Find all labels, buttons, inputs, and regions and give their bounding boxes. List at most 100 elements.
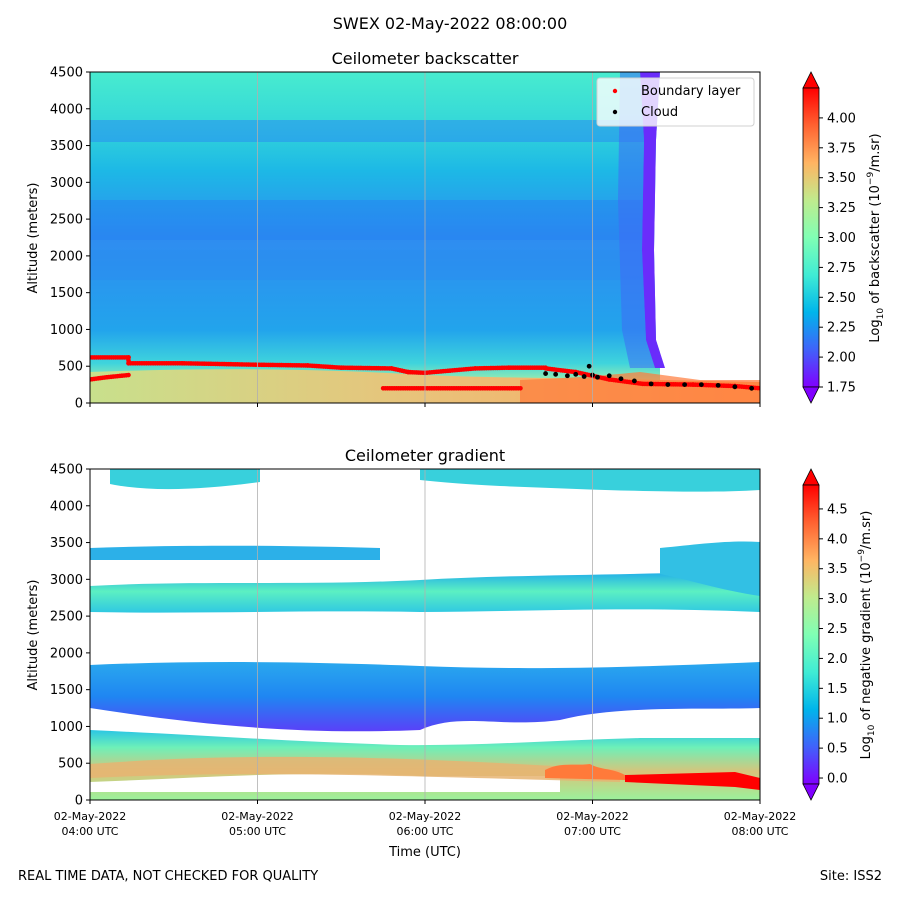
backscatter-hot-region <box>520 372 760 403</box>
colorbar-extend-min <box>802 386 820 404</box>
colorbar-tick-label: 3.00 <box>827 231 856 246</box>
gradient-band-right <box>660 541 760 596</box>
backscatter-title: Ceilometer backscatter <box>332 49 519 68</box>
site-label: Site: ISS2 <box>819 869 882 884</box>
gradient-gap-low <box>90 773 560 792</box>
cloud-point <box>682 382 688 388</box>
cloud-point <box>586 363 592 369</box>
legend-box <box>596 77 755 127</box>
x-tick-label-date: 02-May-2022 <box>556 810 628 823</box>
colorbar-extend-max <box>802 71 820 89</box>
boundary-layer-point <box>757 385 760 391</box>
x-tick-label-time: 07:00 UTC <box>564 825 621 838</box>
gradient-colorbar: 0.0 0.5 1.0 1.5 2.0 2.5 3.0 3.5 4.0 4.5 Log10 of … <box>802 468 877 801</box>
y-tick-label: 1500 <box>50 683 83 698</box>
quality-notice: REAL TIME DATA, NOT CHECKED FOR QUALITY <box>18 869 319 884</box>
x-tick-label-date: 02-May-2022 <box>724 810 796 823</box>
colorbar-tick-label: 2.00 <box>827 351 856 366</box>
cloud-point <box>618 376 624 382</box>
x-tick-label-date: 02-May-2022 <box>389 810 461 823</box>
backscatter-edge <box>640 72 665 368</box>
colorbar-tick-label: 2.50 <box>827 291 856 306</box>
cloud-point <box>573 371 579 377</box>
cloud-point <box>595 374 600 380</box>
y-tick-label: 1500 <box>50 286 83 301</box>
backscatter-layer-band <box>90 200 660 240</box>
y-tick-label: 4500 <box>50 66 83 81</box>
cloud-point <box>553 371 559 377</box>
colorbar-tick-label: 1.75 <box>827 381 856 396</box>
cloud-point <box>564 373 570 379</box>
colorbar-tick-label: 2.5 <box>827 622 848 637</box>
backscatter-layer-band <box>90 120 660 142</box>
y-tick-label: 3500 <box>50 536 83 551</box>
backscatter-panel: Ceilometer backscatter 0 500 1000 1500 2000 2… <box>26 49 886 412</box>
y-tick-label: 2000 <box>50 646 83 661</box>
y-tick-label: 3000 <box>50 573 83 588</box>
cloud-point <box>606 373 612 379</box>
y-tick-label: 2000 <box>50 249 83 264</box>
cloud-point <box>581 374 587 379</box>
figure-canvas: Ceilometer backscatter 0 500 1000 1500 2000 2… <box>26 49 886 860</box>
x-tick-label-date: 02-May-2022 <box>54 810 126 823</box>
y-tick-label: 0 <box>75 794 83 809</box>
legend-cloud-marker <box>612 109 618 115</box>
backscatter-edge-glow <box>618 72 655 368</box>
boundary-layer-point <box>518 385 523 391</box>
gradient-band-top <box>110 469 260 490</box>
colorbar-extend-max <box>802 468 820 486</box>
colorbar-tick-label: 2.0 <box>827 652 848 667</box>
colorbar-tick-label: 1.0 <box>827 712 848 727</box>
gradient-hot-surface <box>625 772 760 790</box>
x-tick-label-date: 02-May-2022 <box>221 810 293 823</box>
colorbar-tick-label: 3.50 <box>827 171 856 186</box>
backscatter-layer-band <box>90 250 660 280</box>
backscatter-colorbar: 1.75 2.00 2.25 2.50 2.75 3.00 3.25 3.50 3.75 4.00… <box>802 71 886 404</box>
colorbar-tick-label: 4.00 <box>827 111 856 126</box>
gradient-band-top-right <box>420 469 760 492</box>
colorbar-tick-label: 0.5 <box>827 742 848 757</box>
colorbar-tick-label: 4.5 <box>827 502 848 517</box>
y-tick-label: 1000 <box>50 323 83 338</box>
y-tick-label: 0 <box>75 397 83 412</box>
cloud-point <box>715 382 721 388</box>
cloud-point <box>732 384 738 390</box>
colorbar-tick-label: 0.0 <box>827 772 848 787</box>
colorbar-extend-min <box>802 783 820 801</box>
gradient-band-3400 <box>90 545 380 560</box>
cloud-point <box>749 385 755 391</box>
y-tick-label: 4000 <box>50 102 83 117</box>
colorbar-tick-label: 2.75 <box>827 261 856 276</box>
colorbar-tick-label: 3.25 <box>827 201 856 216</box>
x-tick-label-time: 04:00 UTC <box>61 825 118 838</box>
y-tick-label: 500 <box>58 757 83 772</box>
cloud-point <box>648 381 654 387</box>
backscatter-legend: Boundary layer Cloud <box>596 77 755 127</box>
colorbar-tick-label: 4.0 <box>827 532 848 547</box>
colorbar-gradient <box>802 87 820 388</box>
backscatter-missing-region <box>640 72 760 372</box>
gradient-warm-streak <box>90 756 620 782</box>
y-tick-label: 2500 <box>50 610 83 625</box>
y-tick-label: 500 <box>58 360 83 375</box>
x-tick-label-time: 06:00 UTC <box>396 825 453 838</box>
backscatter-ylabel: Altitude (meters) <box>26 183 41 294</box>
y-tick-label: 4000 <box>50 499 83 514</box>
gradient-title: Ceilometer gradient <box>345 446 505 465</box>
gradient-panel: Ceilometer gradient 0 500 1000 1500 2000 2500… <box>26 446 877 860</box>
cloud-point <box>543 371 548 376</box>
legend-boundary-layer-label: Boundary layer <box>641 84 741 99</box>
legend-cloud-label: Cloud <box>641 105 678 120</box>
gradient-xlabel: Time (UTC) <box>388 845 461 860</box>
backscatter-colorbar-label: Log10 of backscatter (10−9/m.sr) <box>866 133 886 342</box>
boundary-layer-point <box>126 372 131 378</box>
gradient-colorbar-label: Log10 of negative gradient (10−9/m.sr) <box>857 511 877 760</box>
colorbar-tick-label: 3.5 <box>827 562 848 577</box>
y-tick-label: 3000 <box>50 176 83 191</box>
colorbar-tick-label: 1.5 <box>827 682 848 697</box>
y-tick-label: 4500 <box>50 463 83 478</box>
cloud-point <box>631 378 637 384</box>
x-tick-label-time: 08:00 UTC <box>731 825 788 838</box>
y-tick-label: 1000 <box>50 720 83 735</box>
y-tick-label: 3500 <box>50 139 83 154</box>
